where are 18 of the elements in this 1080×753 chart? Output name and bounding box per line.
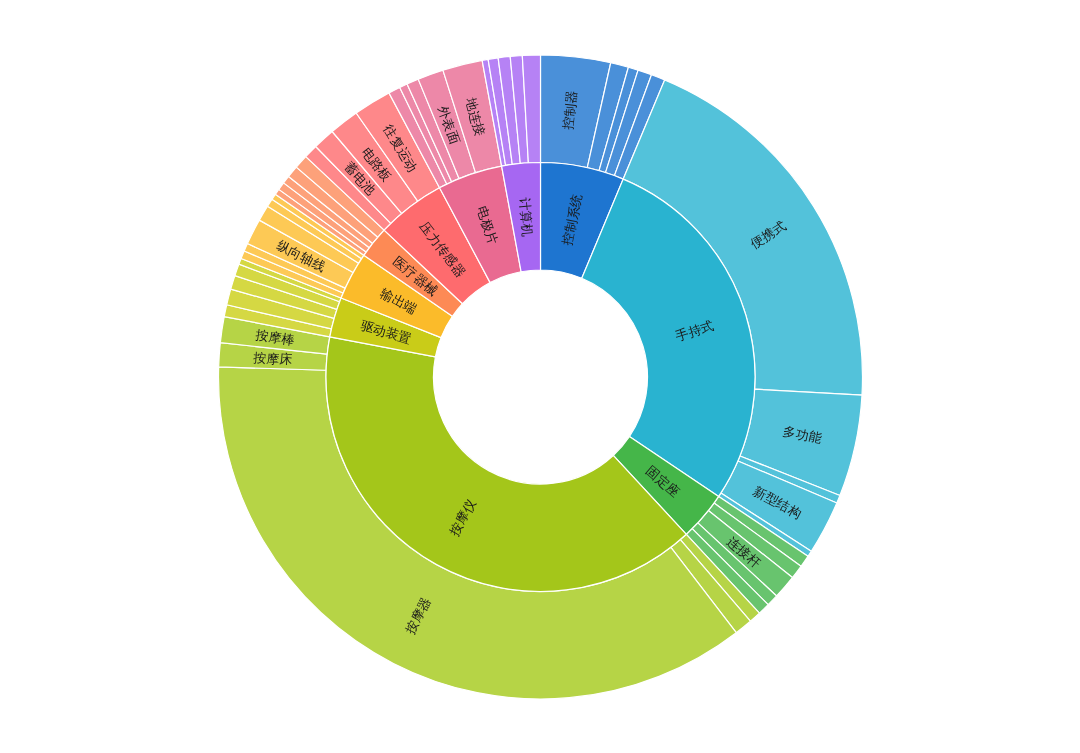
data-label: 按摩仪 <box>446 496 479 539</box>
slice-label: 地连接 <box>463 95 488 138</box>
data-label: 固定座 <box>643 463 683 500</box>
data-label: 驱动装置 <box>359 317 414 347</box>
data-label: 电极片 <box>473 204 501 247</box>
data-label: 计算机 <box>516 196 536 238</box>
data-label: 手持式 <box>673 317 716 344</box>
slice-label: 外表面 <box>435 104 463 146</box>
slice-label: 新型结构 <box>751 483 805 522</box>
data-label: 控制系统 <box>559 192 585 247</box>
slice-label: 按摩器 <box>402 594 434 637</box>
slice-label: 连接杆 <box>724 533 764 571</box>
slice-label: 控制器 <box>560 90 580 131</box>
slice-label: 便携式 <box>747 217 789 252</box>
slice-label: 按摩棒 <box>254 327 296 348</box>
slice-label: 按摩床 <box>252 349 293 368</box>
slice-label: 纵向轴线 <box>274 237 328 275</box>
slice-label: 多功能 <box>781 423 824 447</box>
